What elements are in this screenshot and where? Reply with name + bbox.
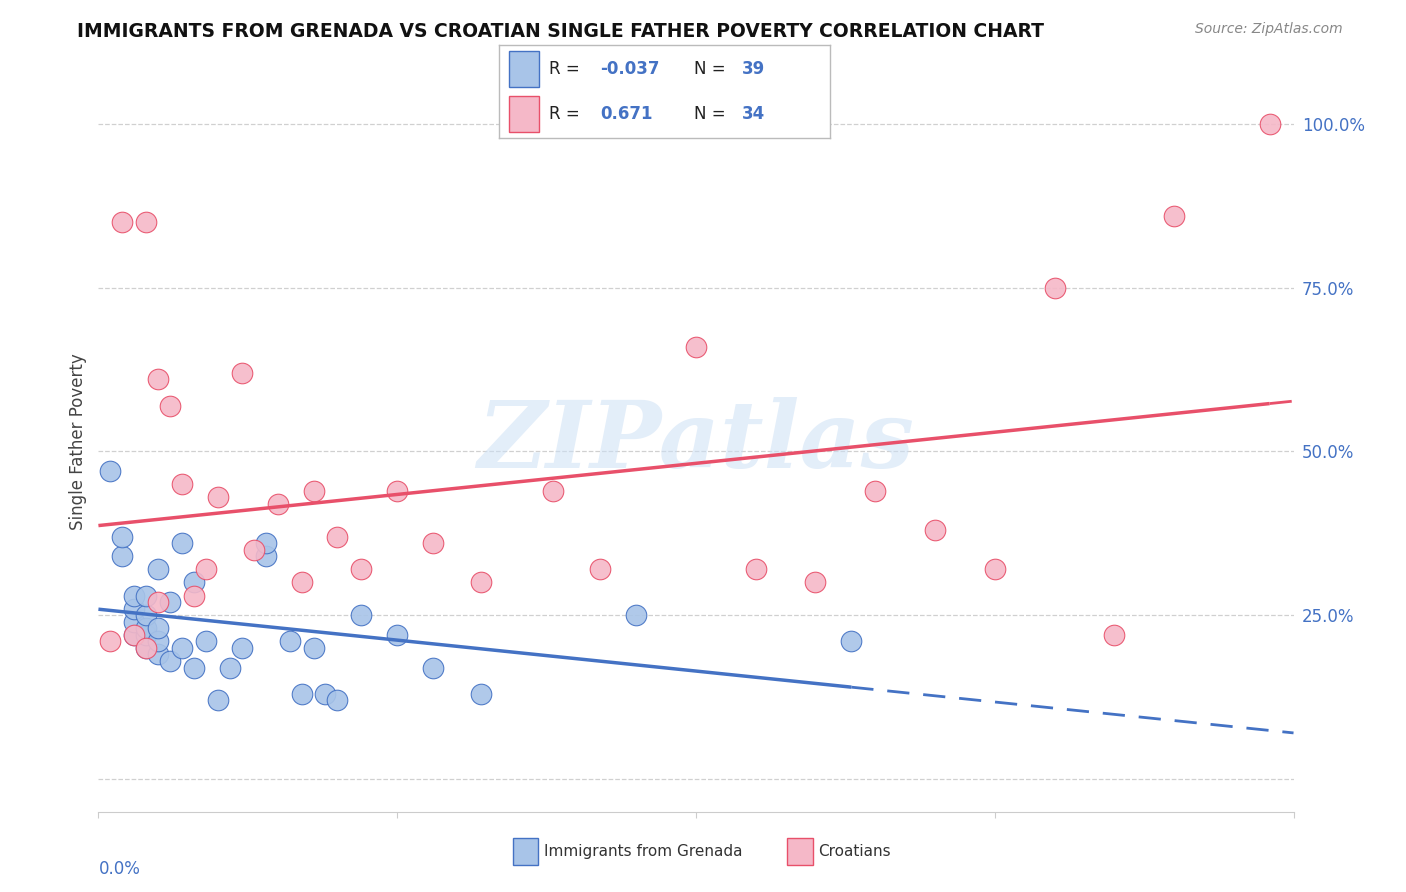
- Text: R =: R =: [548, 105, 585, 123]
- Point: [315, 687, 337, 701]
- Point: [135, 621, 157, 635]
- Point: [231, 640, 253, 655]
- Text: Croatians: Croatians: [818, 845, 891, 859]
- Text: 0.0%: 0.0%: [98, 860, 141, 878]
- Point: [1104, 628, 1126, 642]
- Point: [124, 628, 146, 642]
- Text: 34: 34: [742, 105, 765, 123]
- Point: [172, 477, 194, 491]
- Text: N =: N =: [695, 60, 731, 78]
- Point: [207, 693, 229, 707]
- Point: [148, 648, 170, 662]
- Point: [135, 628, 157, 642]
- Point: [470, 575, 492, 590]
- Text: -0.037: -0.037: [600, 60, 659, 78]
- Point: [135, 589, 157, 603]
- Point: [291, 575, 314, 590]
- Point: [148, 621, 170, 635]
- Text: 0.671: 0.671: [600, 105, 652, 123]
- Point: [159, 654, 181, 668]
- FancyBboxPatch shape: [509, 96, 538, 132]
- Point: [207, 490, 229, 504]
- Point: [135, 640, 157, 655]
- Point: [148, 372, 170, 386]
- Point: [183, 660, 205, 674]
- Point: [148, 562, 170, 576]
- Point: [254, 549, 277, 564]
- Point: [124, 589, 146, 603]
- Point: [148, 634, 170, 648]
- Point: [841, 634, 863, 648]
- Point: [148, 595, 170, 609]
- Point: [111, 549, 134, 564]
- Point: [350, 608, 373, 623]
- Point: [422, 536, 444, 550]
- Point: [1163, 209, 1185, 223]
- Point: [254, 536, 277, 550]
- Point: [111, 215, 134, 229]
- Point: [135, 640, 157, 655]
- Point: [219, 660, 242, 674]
- Point: [267, 497, 290, 511]
- Point: [1258, 117, 1281, 131]
- Point: [98, 464, 122, 478]
- FancyBboxPatch shape: [509, 51, 538, 87]
- Point: [1043, 280, 1066, 294]
- Point: [195, 634, 218, 648]
- Point: [984, 562, 1007, 576]
- Point: [385, 628, 409, 642]
- Point: [124, 628, 146, 642]
- Point: [326, 693, 349, 707]
- Text: 39: 39: [742, 60, 765, 78]
- Point: [291, 687, 314, 701]
- Point: [350, 562, 373, 576]
- Point: [111, 530, 134, 544]
- Point: [243, 542, 266, 557]
- Point: [302, 640, 325, 655]
- Point: [685, 339, 707, 353]
- Text: IMMIGRANTS FROM GRENADA VS CROATIAN SINGLE FATHER POVERTY CORRELATION CHART: IMMIGRANTS FROM GRENADA VS CROATIAN SING…: [77, 22, 1045, 41]
- Point: [385, 483, 409, 498]
- Y-axis label: Single Father Poverty: Single Father Poverty: [69, 353, 87, 530]
- Point: [589, 562, 612, 576]
- Text: R =: R =: [548, 60, 585, 78]
- Point: [865, 483, 887, 498]
- Point: [183, 589, 205, 603]
- Point: [135, 215, 157, 229]
- Point: [541, 483, 564, 498]
- Point: [804, 575, 827, 590]
- Point: [470, 687, 492, 701]
- Point: [172, 640, 194, 655]
- Point: [159, 595, 181, 609]
- Point: [124, 615, 146, 629]
- Point: [745, 562, 768, 576]
- Point: [159, 399, 181, 413]
- Point: [124, 601, 146, 615]
- Point: [626, 608, 648, 623]
- Point: [195, 562, 218, 576]
- Point: [135, 608, 157, 623]
- Point: [172, 536, 194, 550]
- Point: [924, 523, 946, 537]
- Text: Source: ZipAtlas.com: Source: ZipAtlas.com: [1195, 22, 1343, 37]
- Point: [302, 483, 325, 498]
- Point: [183, 575, 205, 590]
- Point: [231, 366, 253, 380]
- Text: Immigrants from Grenada: Immigrants from Grenada: [544, 845, 742, 859]
- Text: ZIPatlas: ZIPatlas: [478, 397, 914, 486]
- Point: [98, 634, 122, 648]
- Text: N =: N =: [695, 105, 731, 123]
- Point: [326, 530, 349, 544]
- Point: [278, 634, 301, 648]
- Point: [422, 660, 444, 674]
